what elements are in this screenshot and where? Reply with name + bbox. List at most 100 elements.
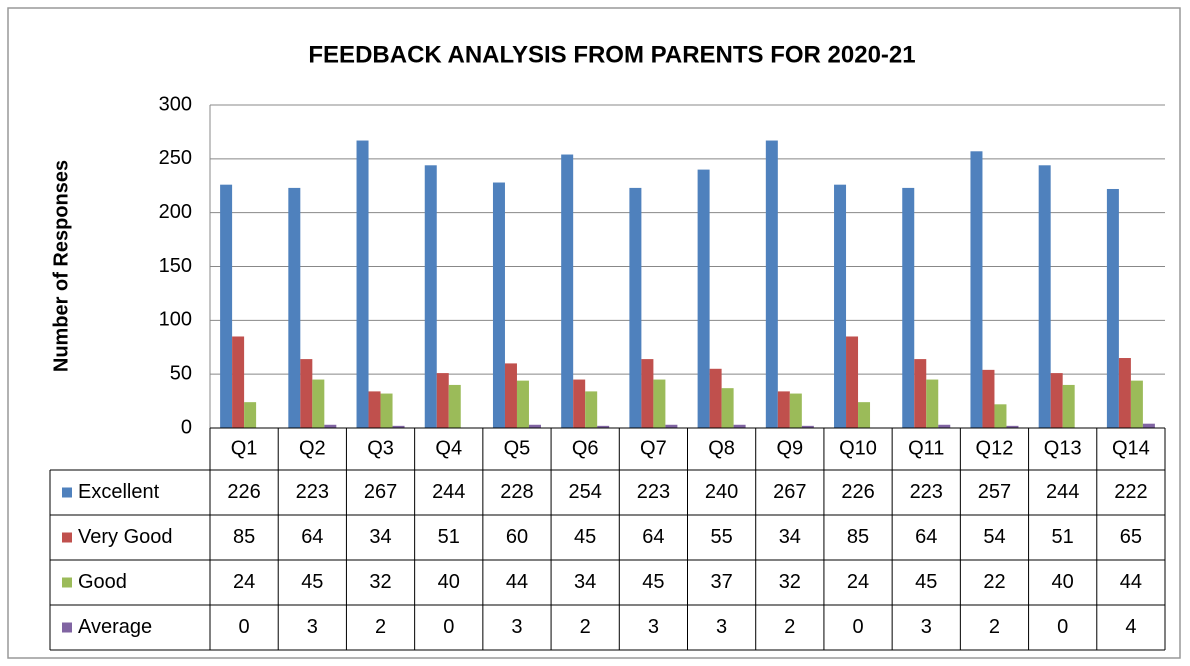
bar bbox=[1118, 358, 1131, 428]
bar bbox=[721, 388, 734, 428]
bar bbox=[288, 187, 301, 428]
y-tick-label: 150 bbox=[159, 255, 192, 277]
x-tick-label: Q1 bbox=[231, 437, 258, 459]
bar bbox=[653, 379, 666, 428]
bar bbox=[789, 393, 802, 428]
table-value: 45 bbox=[301, 571, 323, 593]
bar bbox=[938, 424, 951, 428]
table-value: 3 bbox=[511, 616, 522, 638]
chart-frame bbox=[7, 7, 1181, 659]
table-value: 85 bbox=[847, 526, 869, 548]
table-value: 3 bbox=[716, 616, 727, 638]
x-tick-label: Q13 bbox=[1044, 437, 1082, 459]
table-value: 222 bbox=[1114, 481, 1147, 503]
table-value: 3 bbox=[921, 616, 932, 638]
bar bbox=[424, 165, 437, 428]
chart-title: FEEDBACK ANALYSIS FROM PARENTS FOR 2020-… bbox=[308, 41, 915, 68]
table-value: 85 bbox=[233, 526, 255, 548]
table-value: 223 bbox=[637, 481, 670, 503]
table-value: 45 bbox=[915, 571, 937, 593]
legend-key bbox=[62, 532, 72, 543]
bar bbox=[1050, 373, 1063, 428]
y-tick-label: 250 bbox=[159, 147, 192, 169]
y-tick-label: 300 bbox=[159, 93, 192, 115]
bar bbox=[801, 425, 814, 428]
bar bbox=[220, 184, 233, 428]
legend-key bbox=[62, 577, 72, 588]
bar bbox=[1006, 425, 1019, 428]
bar bbox=[436, 373, 449, 428]
legend-label: Very Good bbox=[78, 526, 173, 548]
table-value: 22 bbox=[983, 571, 1005, 593]
table-value: 34 bbox=[779, 526, 801, 548]
table-value: 32 bbox=[779, 571, 801, 593]
bar bbox=[324, 424, 337, 428]
table-value: 60 bbox=[506, 526, 528, 548]
bar bbox=[585, 391, 598, 428]
x-tick-label: Q7 bbox=[640, 437, 667, 459]
table-value: 254 bbox=[568, 481, 601, 503]
bar bbox=[629, 187, 642, 428]
bar bbox=[994, 404, 1007, 428]
bar bbox=[1062, 384, 1075, 428]
x-tick-label: Q5 bbox=[504, 437, 531, 459]
bar bbox=[982, 369, 995, 428]
table-value: 24 bbox=[233, 571, 255, 593]
y-tick-label: 0 bbox=[181, 416, 192, 438]
table-value: 64 bbox=[301, 526, 323, 548]
table-value: 64 bbox=[642, 526, 664, 548]
x-tick-label: Q14 bbox=[1112, 437, 1150, 459]
x-tick-label: Q10 bbox=[839, 437, 877, 459]
table-value: 226 bbox=[227, 481, 260, 503]
table-value: 34 bbox=[574, 571, 596, 593]
bar bbox=[1130, 380, 1143, 428]
table-value: 2 bbox=[989, 616, 1000, 638]
bar bbox=[641, 359, 654, 428]
x-tick-label: Q8 bbox=[708, 437, 735, 459]
bar bbox=[1142, 423, 1155, 428]
legend-label: Average bbox=[78, 616, 152, 638]
table-value: 51 bbox=[438, 526, 460, 548]
table-value: 51 bbox=[1052, 526, 1074, 548]
table-value: 37 bbox=[710, 571, 732, 593]
x-tick-label: Q2 bbox=[299, 437, 326, 459]
table-value: 40 bbox=[1052, 571, 1074, 593]
bar bbox=[504, 363, 517, 428]
table-value: 40 bbox=[438, 571, 460, 593]
table-value: 244 bbox=[1046, 481, 1079, 503]
table-value: 244 bbox=[432, 481, 465, 503]
table-value: 24 bbox=[847, 571, 869, 593]
bar bbox=[492, 182, 505, 428]
table-value: 228 bbox=[500, 481, 533, 503]
table-value: 54 bbox=[983, 526, 1005, 548]
table-value: 223 bbox=[910, 481, 943, 503]
bar bbox=[448, 384, 461, 428]
table-value: 65 bbox=[1120, 526, 1142, 548]
bar bbox=[697, 169, 710, 428]
bar bbox=[765, 140, 778, 428]
bar bbox=[232, 336, 245, 428]
bar bbox=[709, 368, 722, 428]
bar bbox=[528, 424, 541, 428]
bar bbox=[733, 424, 746, 428]
bar bbox=[380, 393, 393, 428]
bar bbox=[846, 336, 859, 428]
bar bbox=[392, 425, 405, 428]
legend-label: Good bbox=[78, 571, 127, 593]
bar bbox=[597, 425, 610, 428]
x-tick-label: Q4 bbox=[435, 437, 462, 459]
x-tick-label: Q3 bbox=[367, 437, 394, 459]
bar bbox=[834, 184, 847, 428]
x-tick-label: Q12 bbox=[976, 437, 1014, 459]
bar bbox=[1106, 188, 1119, 428]
bar bbox=[312, 379, 325, 428]
table-value: 2 bbox=[375, 616, 386, 638]
bar bbox=[1038, 165, 1051, 428]
table-value: 2 bbox=[580, 616, 591, 638]
table-value: 0 bbox=[1057, 616, 1068, 638]
bar bbox=[561, 154, 574, 428]
table-value: 240 bbox=[705, 481, 738, 503]
bar bbox=[926, 379, 939, 428]
table-value: 3 bbox=[648, 616, 659, 638]
